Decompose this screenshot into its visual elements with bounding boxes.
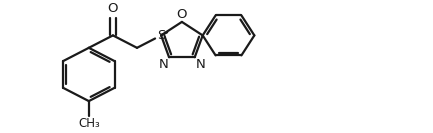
Text: CH₃: CH₃ <box>78 117 100 130</box>
Text: O: O <box>177 8 187 21</box>
Text: N: N <box>196 58 206 71</box>
Text: S: S <box>157 29 165 42</box>
Text: N: N <box>158 58 168 71</box>
Text: O: O <box>108 2 118 15</box>
